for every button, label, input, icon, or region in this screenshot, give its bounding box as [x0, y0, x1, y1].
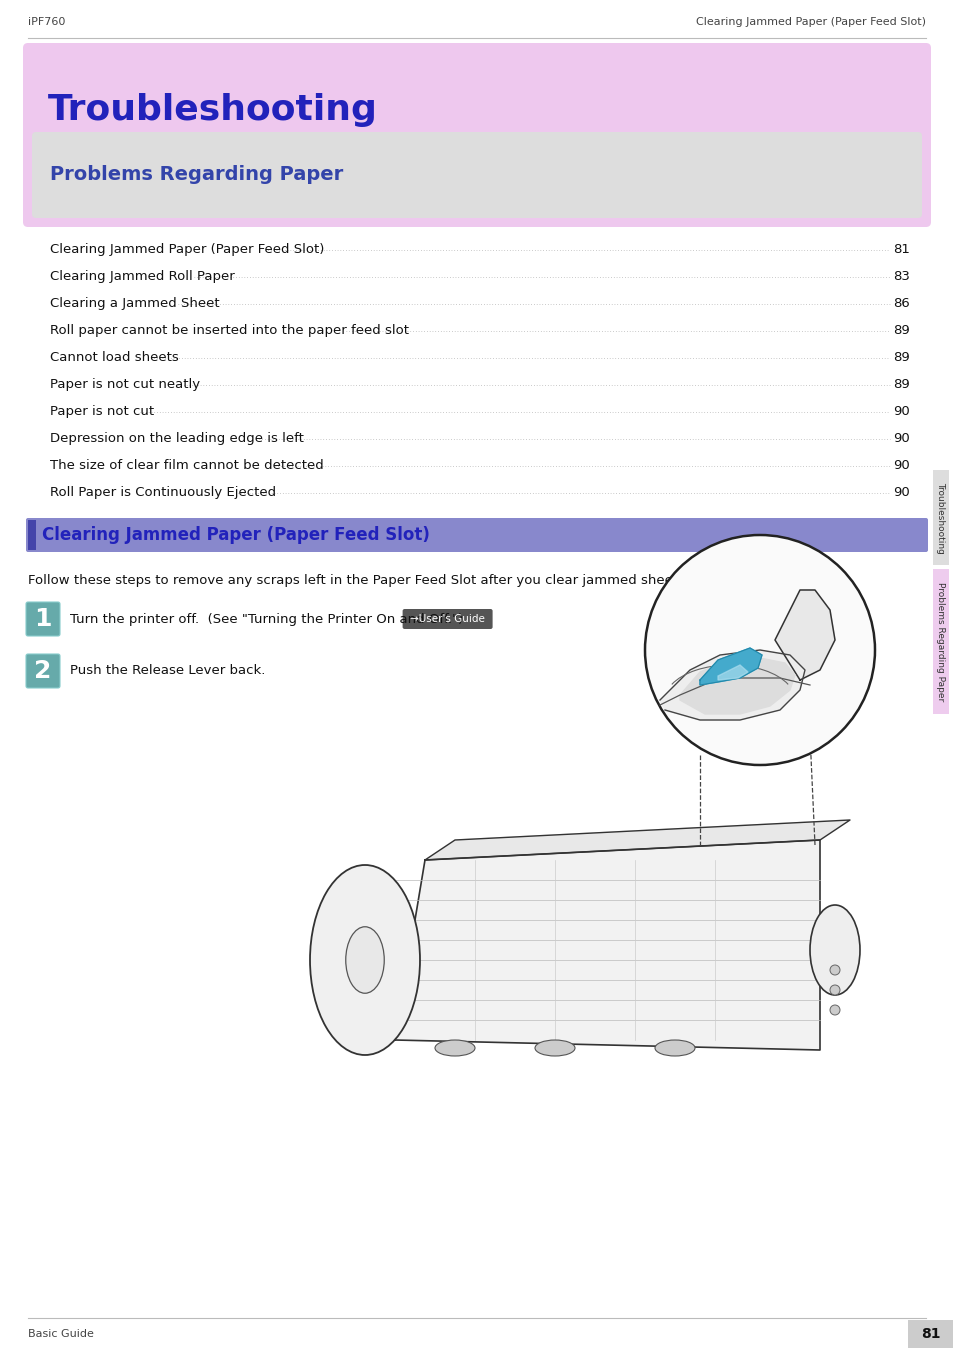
Text: Clearing a Jammed Sheet: Clearing a Jammed Sheet [50, 297, 219, 310]
Ellipse shape [535, 1041, 575, 1055]
Circle shape [829, 965, 840, 975]
Text: Depression on the leading edge is left: Depression on the leading edge is left [50, 431, 304, 445]
Circle shape [644, 535, 874, 766]
Text: Problems Regarding Paper: Problems Regarding Paper [936, 582, 944, 701]
Text: Cannot load sheets: Cannot load sheets [50, 350, 178, 364]
Polygon shape [659, 650, 804, 720]
FancyBboxPatch shape [23, 43, 930, 226]
Text: 90: 90 [892, 404, 909, 418]
Bar [932, 569, 948, 714]
Text: 81: 81 [892, 243, 909, 256]
Text: Troubleshooting: Troubleshooting [48, 93, 377, 127]
Text: 89: 89 [892, 324, 909, 337]
Text: Turn the printer off.  (See "Turning the Printer On and Off."): Turn the printer off. (See "Turning the … [70, 612, 462, 625]
Circle shape [829, 985, 840, 995]
Text: iPF760: iPF760 [28, 18, 66, 27]
Text: 90: 90 [892, 460, 909, 472]
Bar [28, 520, 36, 550]
Ellipse shape [435, 1041, 475, 1055]
Text: Roll paper cannot be inserted into the paper feed slot: Roll paper cannot be inserted into the p… [50, 324, 409, 337]
Ellipse shape [809, 905, 859, 995]
Text: The size of clear film cannot be detected: The size of clear film cannot be detecte… [50, 460, 323, 472]
Text: 86: 86 [892, 297, 909, 310]
Polygon shape [718, 665, 747, 679]
Text: 90: 90 [892, 487, 909, 499]
Circle shape [829, 1006, 840, 1015]
FancyBboxPatch shape [402, 609, 492, 630]
Polygon shape [774, 590, 834, 679]
Text: Clearing Jammed Paper (Paper Feed Slot): Clearing Jammed Paper (Paper Feed Slot) [696, 18, 925, 27]
Ellipse shape [345, 927, 384, 993]
Text: Roll Paper is Continuously Ejected: Roll Paper is Continuously Ejected [50, 487, 275, 499]
Text: 83: 83 [892, 270, 909, 283]
Text: 2: 2 [34, 659, 51, 683]
Ellipse shape [310, 865, 419, 1055]
FancyBboxPatch shape [26, 518, 927, 551]
Text: Follow these steps to remove any scraps left in the Paper Feed Slot after you cl: Follow these steps to remove any scraps … [28, 574, 773, 586]
Polygon shape [424, 820, 849, 860]
Text: →User's Guide: →User's Guide [410, 613, 484, 624]
Text: Push the Release Lever back.: Push the Release Lever back. [70, 665, 265, 678]
Text: Clearing Jammed Roll Paper: Clearing Jammed Roll Paper [50, 270, 234, 283]
FancyBboxPatch shape [26, 654, 60, 687]
Text: 89: 89 [892, 350, 909, 364]
Text: Paper is not cut neatly: Paper is not cut neatly [50, 377, 200, 391]
Polygon shape [700, 648, 761, 685]
Text: Paper is not cut: Paper is not cut [50, 404, 154, 418]
Text: Clearing Jammed Paper (Paper Feed Slot): Clearing Jammed Paper (Paper Feed Slot) [50, 243, 324, 256]
Text: Troubleshooting: Troubleshooting [936, 481, 944, 554]
Polygon shape [679, 658, 794, 714]
FancyBboxPatch shape [26, 603, 60, 636]
Text: 90: 90 [892, 431, 909, 445]
Polygon shape [395, 840, 820, 1050]
Text: 81: 81 [921, 1326, 940, 1341]
Bar [907, 1320, 953, 1348]
Text: Basic Guide: Basic Guide [28, 1329, 93, 1339]
Ellipse shape [655, 1041, 695, 1055]
Text: 89: 89 [892, 377, 909, 391]
Text: Clearing Jammed Paper (Paper Feed Slot): Clearing Jammed Paper (Paper Feed Slot) [42, 526, 430, 545]
Text: 1: 1 [34, 607, 51, 631]
FancyBboxPatch shape [32, 132, 921, 218]
Text: Problems Regarding Paper: Problems Regarding Paper [50, 166, 343, 185]
Bar [932, 470, 948, 565]
